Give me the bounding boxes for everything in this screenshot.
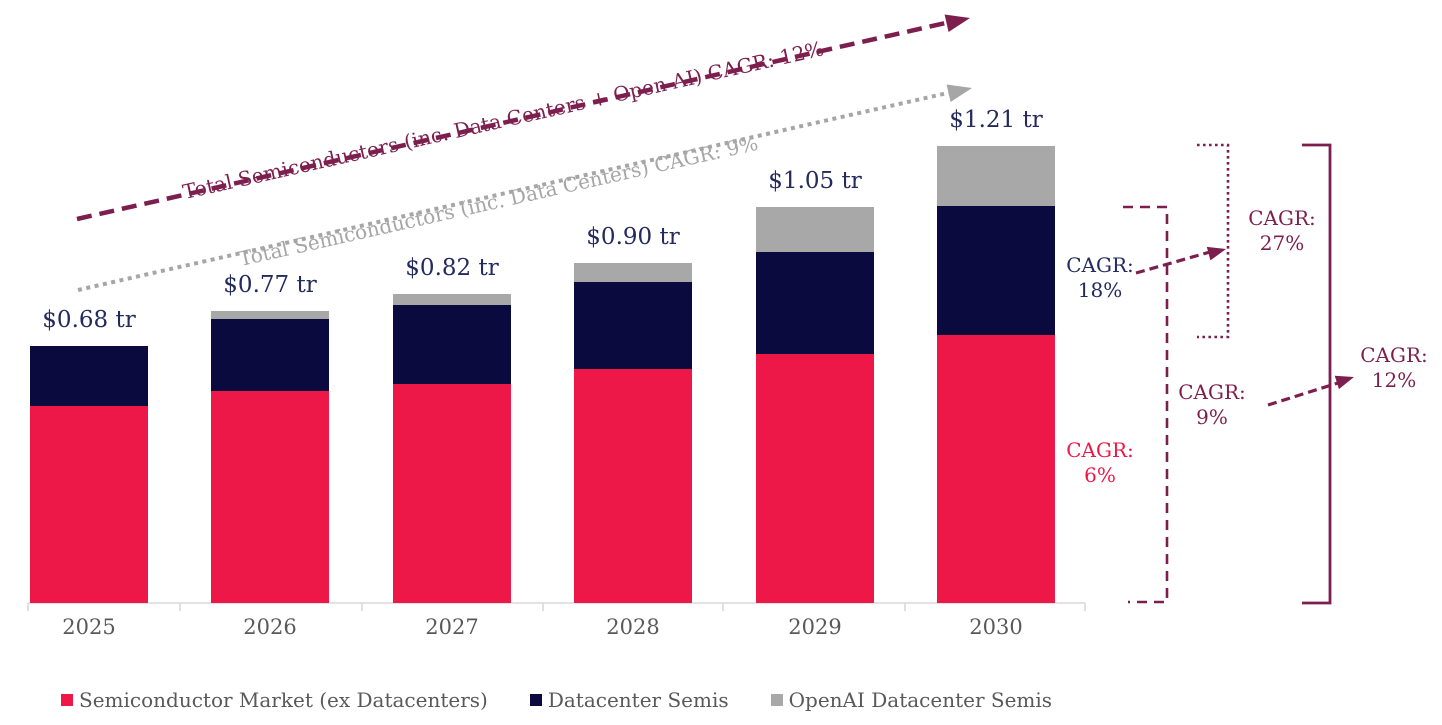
cagr-label-ex-datacenters: CAGR: 6% (1066, 438, 1134, 487)
bar-segment-2025-s0 (30, 406, 148, 603)
bar-segment-2028-s1 (574, 282, 692, 369)
legend-swatch-icon (61, 694, 73, 706)
legend-label: Semiconductor Market (ex Datacenters) (79, 688, 488, 712)
bar-segment-2029-s0 (756, 354, 874, 603)
bar-total-label-2030: $1.21 tr (949, 107, 1043, 133)
x-axis (27, 602, 1086, 611)
trend-arrow-total-inc-datacenters-icon (77, 84, 972, 292)
bar-total-label-2028: $0.90 tr (586, 224, 680, 250)
bar-total-label-2026: $0.77 tr (223, 272, 317, 298)
chart-legend: Semiconductor Market (ex Datacenters) Dat… (61, 688, 1052, 712)
x-axis-label-2027: 2027 (425, 615, 479, 639)
bracket-total-market (1302, 143, 1332, 605)
legend-swatch-icon (529, 694, 542, 706)
bar-segment-2030-s0 (937, 335, 1055, 603)
bar-segment-2025-s1 (30, 346, 148, 406)
cagr-label-datacenter-semis: CAGR: 18% (1066, 253, 1134, 302)
bar-total-label-2027: $0.82 tr (405, 255, 499, 281)
bar-segment-2027-s1 (393, 305, 511, 384)
cagr-label-total-market: CAGR: 12% (1360, 343, 1428, 392)
bar-segment-2029-s1 (756, 252, 874, 354)
x-axis-label-2029: 2029 (788, 615, 842, 639)
bar-total-label-2025: $0.68 tr (42, 307, 136, 333)
legend-label: OpenAI Datacenter Semis (788, 688, 1053, 712)
bar-segment-2028-s0 (574, 369, 692, 603)
bracket-datacenter-plus-openai (1197, 143, 1230, 339)
legend-item-1: Datacenter Semis (529, 688, 729, 712)
bar-segment-2030-s2 (937, 146, 1055, 206)
x-axis-label-2028: 2028 (606, 615, 660, 639)
trend-arrow-total-inc-openai-icon (76, 14, 970, 222)
bar-segment-2027-s2 (393, 294, 511, 305)
bar-segment-2029-s2 (756, 207, 874, 252)
legend-item-0: Semiconductor Market (ex Datacenters) (61, 688, 488, 712)
bracket-total-inc-datacenters (1123, 205, 1169, 604)
bar-segment-2028-s2 (574, 263, 692, 282)
legend-swatch-icon (770, 694, 783, 706)
legend-label: Datacenter Semis (547, 688, 729, 712)
x-axis-label-2025: 2025 (62, 615, 116, 639)
x-axis-label-2026: 2026 (243, 615, 297, 639)
bar-total-label-2029: $1.05 tr (768, 168, 862, 194)
cagr-label-datacenter-plus-openai: CAGR: 27% (1248, 206, 1316, 255)
cagr-arrow-18-to-27-icon (1135, 246, 1226, 275)
bar-segment-2027-s0 (393, 384, 511, 603)
bar-segment-2026-s0 (211, 391, 329, 603)
cagr-arrow-9-to-12-icon (1267, 375, 1354, 407)
bar-segment-2026-s1 (211, 319, 329, 391)
bar-segment-2026-s2 (211, 311, 329, 319)
x-axis-label-2030: 2030 (969, 615, 1023, 639)
legend-item-2: OpenAI Datacenter Semis (770, 688, 1053, 712)
bar-segment-2030-s1 (937, 206, 1055, 335)
cagr-label-inc-datacenters: CAGR: 9% (1178, 380, 1246, 429)
